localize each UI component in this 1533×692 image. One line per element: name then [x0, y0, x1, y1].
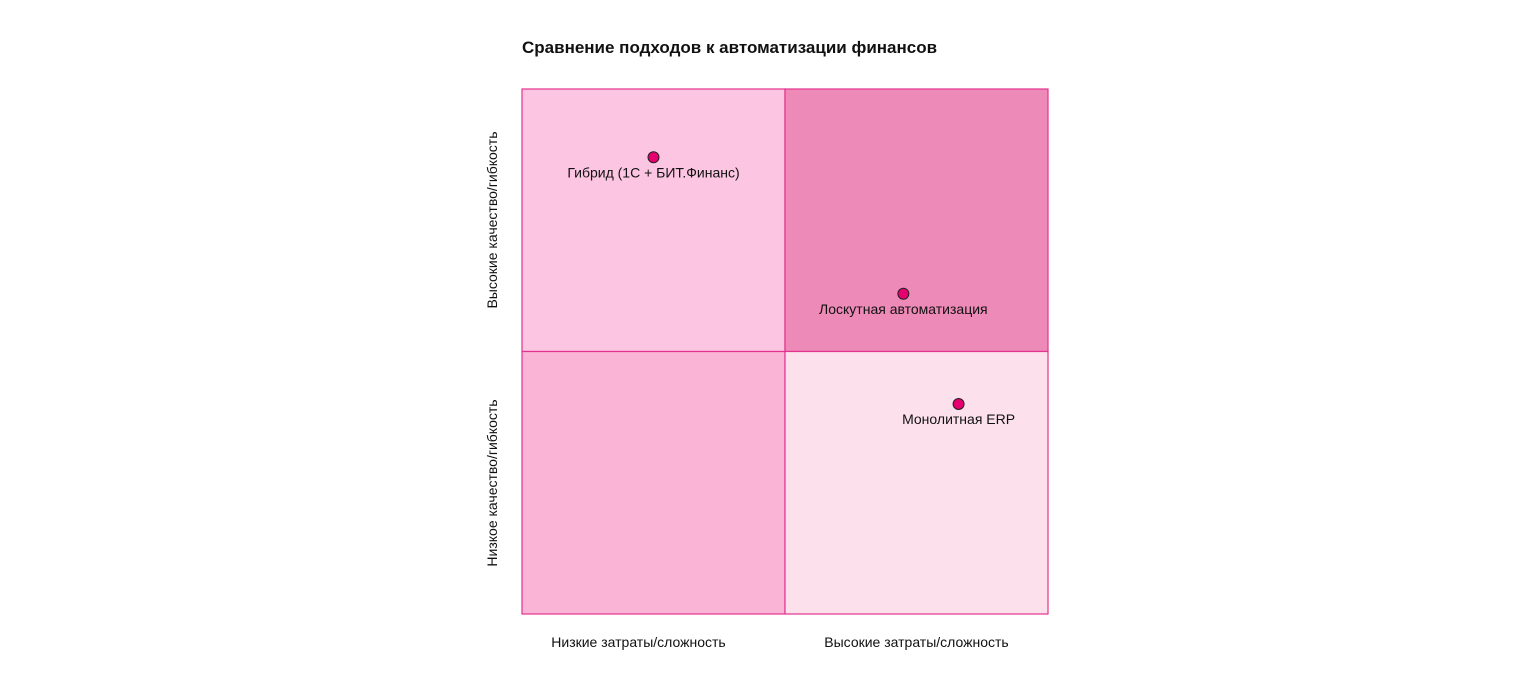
data-point-label: Лоскутная автоматизация: [819, 301, 988, 317]
data-points: Гибрид (1С + БИТ.Финанс) Лоскутная автома…: [567, 151, 1015, 427]
x-axis-low-label: Низкие затраты/сложность: [551, 634, 726, 650]
quadrants: [521, 88, 1049, 615]
data-point: [952, 398, 965, 410]
data-point-label: Монолитная ERP: [902, 411, 1015, 427]
quadrant-top-left: [521, 88, 786, 353]
quadrant-top-right: [784, 88, 1049, 353]
chart-title: Сравнение подходов к автоматизации финан…: [522, 38, 938, 57]
data-point-label: Гибрид (1С + БИТ.Финанс): [567, 164, 739, 180]
data-point: [647, 151, 660, 164]
data-point: [897, 287, 910, 300]
x-axis-high-label: Высокие затраты/сложность: [824, 634, 1009, 650]
quadrant-bottom-left: [521, 350, 786, 615]
quadrant-bottom-right: [784, 350, 1049, 615]
